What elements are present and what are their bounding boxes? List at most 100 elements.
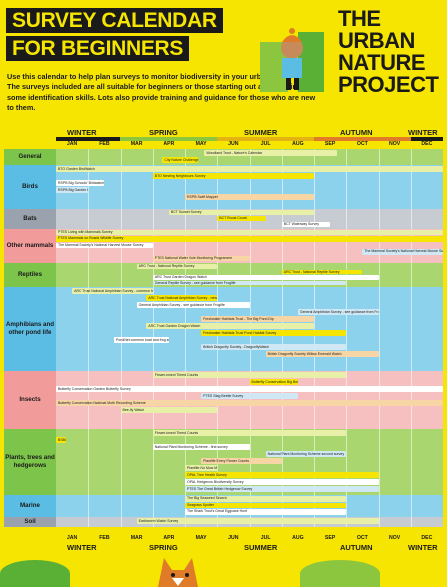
month-headers-bottom: JAN FEB MAR APR MAY JUN JUL AUG SEP OCT NOV DEC xyxy=(0,535,447,543)
category-label: General xyxy=(18,153,42,160)
month-apr: APR xyxy=(163,535,175,541)
month-feb: FEB xyxy=(99,535,110,541)
month-jan: JAN xyxy=(66,141,78,147)
category-timeline: BCT Sunset Survey BCT Roost Count BCT Wate… xyxy=(56,209,443,229)
month-sep: SEP xyxy=(324,535,336,541)
title-block: SURVEY CALENDAR FOR BEGINNERS xyxy=(6,8,223,64)
month-divider xyxy=(152,209,154,229)
survey-bar: Flower-insect Timed Counts xyxy=(152,430,347,436)
month-mar: MAR xyxy=(130,535,143,541)
survey-bar: British Dragonfly Society - DragonflyWat… xyxy=(201,344,347,350)
month-feb: FEB xyxy=(99,141,110,147)
summer-bar xyxy=(217,137,314,141)
month-divider xyxy=(120,149,122,165)
month-divider xyxy=(410,149,412,165)
category-band: Other mammals PTES Living with Mammals Su… xyxy=(4,229,443,263)
month-divider xyxy=(378,149,380,165)
survey-bar: Flower-insect Timed Counts xyxy=(152,372,347,378)
month-divider xyxy=(410,517,412,527)
month-may: MAY xyxy=(195,141,207,147)
category-label: Soil xyxy=(24,518,36,525)
category-timeline: The Big Seaweed Search Seagrass Spotter Th… xyxy=(56,495,443,517)
category-timeline: Woodland Trust - Nature's Calendar City N… xyxy=(56,149,443,165)
spring-bar xyxy=(120,137,217,141)
category-timeline: ARC Trust National Amphibian Survey - co… xyxy=(56,287,443,371)
survey-bar: RSPB Big Schools' Birdwatch xyxy=(56,180,105,186)
survey-bar: Butterfly Conservation Big Butterfly Cou… xyxy=(249,379,298,385)
month-divider xyxy=(281,429,283,495)
category-band: Insects Flower-insect Timed Counts Butterf… xyxy=(4,371,443,429)
month-divider xyxy=(378,517,380,527)
season-autumn: AUTUMN xyxy=(340,128,373,137)
month-divider xyxy=(281,229,283,263)
survey-bar: Woodland Trust - Nature's Calendar xyxy=(204,150,337,156)
month-divider xyxy=(346,149,348,165)
survey-bar: Butterfly Conservation National Moth Rec… xyxy=(56,400,443,406)
month-divider xyxy=(185,209,186,229)
winter-bar xyxy=(56,137,120,141)
bottom-hill-right xyxy=(300,560,380,587)
month-dec: DEC xyxy=(421,535,433,541)
month-divider xyxy=(88,165,90,209)
survey-bar: The Shark Trust's Great Eggcase Hunt xyxy=(185,509,347,515)
month-divider xyxy=(88,517,90,527)
fox-illustration xyxy=(158,558,198,587)
survey-bar: OPAL Hedgerow Biodiversity Survey xyxy=(185,479,379,485)
month-divider xyxy=(378,429,380,495)
survey-bar: British Dragonfly Society Willow Emerald… xyxy=(265,351,379,357)
month-jun: JUN xyxy=(228,141,239,147)
month-apr: APR xyxy=(163,141,175,147)
month-divider xyxy=(217,287,219,371)
month-divider xyxy=(217,149,219,165)
intro-text: Use this calendar to help plan surveys t… xyxy=(7,72,317,113)
month-divider xyxy=(120,209,122,229)
month-divider xyxy=(120,287,122,371)
month-divider xyxy=(152,287,154,371)
survey-bar: BCT Sunset Survey xyxy=(168,210,314,215)
month-divider xyxy=(410,495,412,517)
survey-bar: National Plant Monitoring Scheme second … xyxy=(265,451,347,457)
category-label: Insects xyxy=(19,396,41,403)
month-divider xyxy=(281,287,283,371)
month-divider xyxy=(410,209,412,229)
month-divider xyxy=(410,429,412,495)
season-winter-bottom: WINTER xyxy=(67,543,97,552)
category-band: Marine The Big Seaweed Search Seagrass Spo… xyxy=(4,495,443,517)
month-oct: OCT xyxy=(356,535,368,541)
category-timeline: ARC Trust - National Reptile Survey ARC T… xyxy=(56,263,443,287)
month-divider xyxy=(346,209,348,229)
survey-bar: General Amphibian Survey - see guidance … xyxy=(297,309,379,315)
category-band: Plants, trees and hedgerows Flower-insect… xyxy=(4,429,443,495)
category-timeline: Flower-insect Timed Counts BSBI New Year … xyxy=(56,429,443,495)
month-divider xyxy=(346,429,348,495)
survey-bar: The Mammal Society's National Harvest Mo… xyxy=(56,242,153,249)
month-divider xyxy=(314,287,315,371)
survey-bar: BCT Waterway Survey xyxy=(281,222,331,227)
month-divider xyxy=(281,165,283,209)
survey-bar: National Plant Monitoring Scheme - first… xyxy=(152,444,250,450)
month-divider xyxy=(410,165,412,209)
season-autumn-bottom: AUTUMN xyxy=(340,543,373,552)
month-sep: SEP xyxy=(324,141,336,147)
month-divider xyxy=(281,209,283,229)
child-explorer-illustration xyxy=(260,28,324,92)
season-summer-bottom: SUMMER xyxy=(244,543,278,552)
category-band: General Woodland Trust - Nature's Calenda… xyxy=(4,149,443,165)
month-divider xyxy=(378,287,380,371)
month-divider xyxy=(152,229,154,263)
category-label: Plants, trees and hedgerows xyxy=(5,454,55,469)
autumn-bar xyxy=(314,137,411,141)
month-aug: AUG xyxy=(292,535,304,541)
month-divider xyxy=(217,229,219,263)
month-divider xyxy=(185,287,186,371)
month-divider xyxy=(152,165,154,209)
category-timeline: Earthworm Watch Survey xyxy=(56,517,443,527)
survey-bar: Earthworm Watch Survey xyxy=(136,518,379,524)
season-spring-bottom: SPRING xyxy=(149,543,178,552)
survey-bar: ARC Trust - National Reptile Survey xyxy=(281,269,363,274)
month-divider xyxy=(120,517,122,527)
survey-bar: PTES The Great British Hedgerow Survey xyxy=(185,486,379,492)
season-winter: WINTER xyxy=(67,128,97,137)
month-divider xyxy=(378,165,380,209)
category-label: Bats xyxy=(23,215,37,222)
